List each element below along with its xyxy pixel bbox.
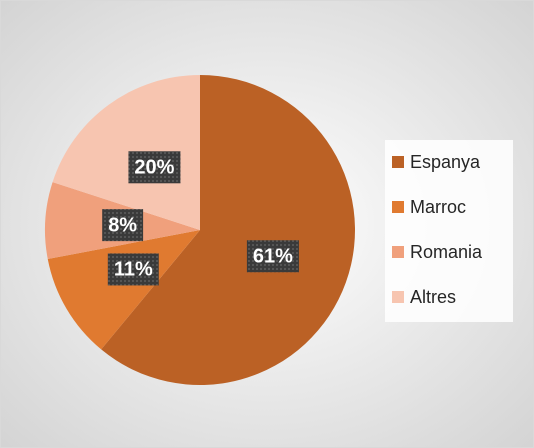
- data-label-box: [102, 209, 144, 242]
- legend-label: Romania: [410, 242, 483, 262]
- data-label: 11%: [107, 253, 159, 286]
- legend-label: Espanya: [410, 152, 481, 172]
- data-label: 8%: [102, 209, 144, 242]
- legend-label: Marroc: [410, 197, 466, 217]
- data-label-box: [128, 151, 181, 184]
- data-label-text: 20%: [134, 157, 174, 179]
- legend-label: Altres: [410, 287, 456, 307]
- pie-slice: [47, 230, 200, 350]
- legend-box: [385, 140, 513, 322]
- data-label: 20%: [128, 151, 181, 184]
- data-label-text: 11%: [114, 259, 153, 281]
- legend-swatch: [392, 246, 404, 258]
- legend-swatch: [392, 201, 404, 213]
- data-label-box: [246, 240, 299, 273]
- legend-swatch: [392, 291, 404, 303]
- data-label-text: 8%: [108, 214, 137, 236]
- legend-swatch: [392, 156, 404, 168]
- data-label-text: 61%: [253, 246, 293, 268]
- data-label: 61%: [246, 240, 299, 273]
- pie-slice: [52, 75, 200, 230]
- data-label-box: [107, 253, 159, 286]
- pie-slice: [101, 75, 355, 386]
